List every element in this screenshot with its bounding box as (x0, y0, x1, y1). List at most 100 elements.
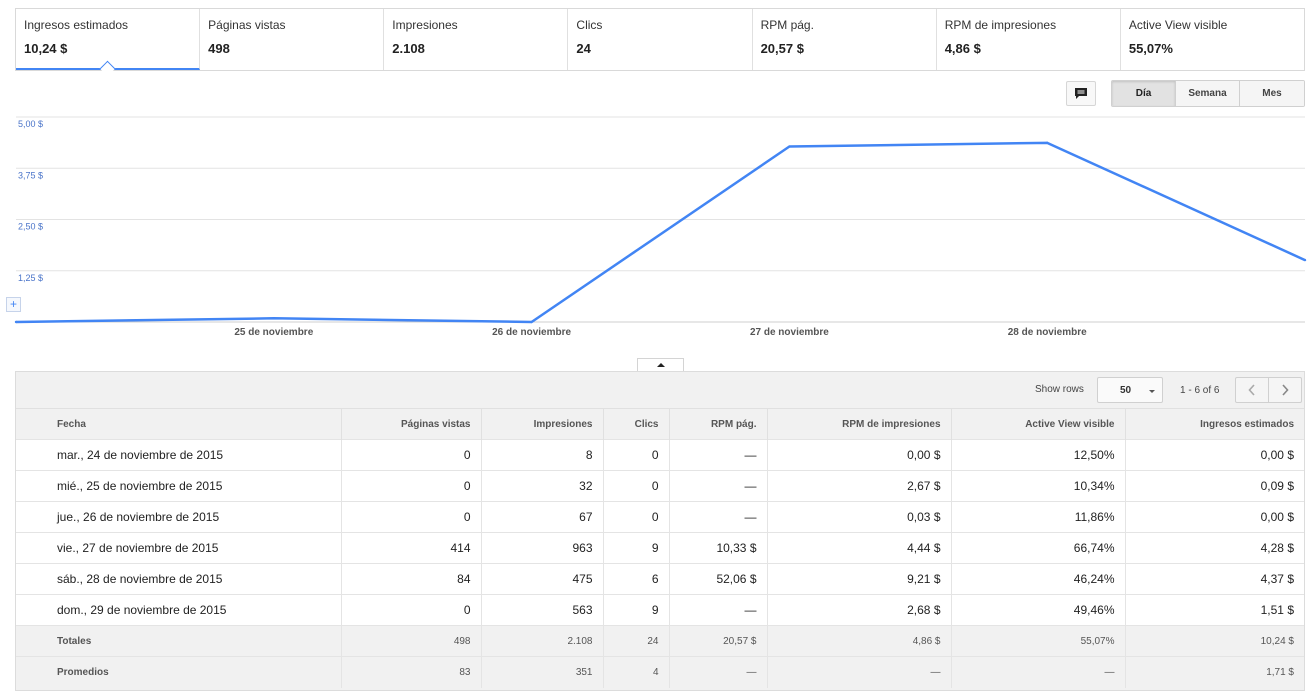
table-cell: 11,86% (951, 501, 1126, 533)
table-cell: 67 (481, 501, 604, 533)
metric-label: Clics (576, 18, 603, 32)
table-cell: 83 (341, 656, 482, 688)
metric-value: 10,24 $ (24, 41, 68, 56)
table-cell: 84 (341, 563, 482, 595)
table-cell: — (669, 470, 768, 502)
column-header[interactable]: RPM pág. (669, 408, 768, 440)
metric-value: 24 (576, 41, 591, 56)
metric-tab-rpm-pag[interactable]: RPM pág. 20,57 $ (753, 9, 937, 70)
table-cell: 0 (341, 439, 482, 471)
table-cell: 4,44 $ (767, 532, 952, 564)
table-cell: 4,86 $ (767, 625, 952, 657)
y-tick-label: 1,25 $ (18, 273, 43, 283)
table-row: dom., 29 de noviembre de 2015 0 563 9—2,68 … (16, 594, 1304, 626)
table-cell: 8 (481, 439, 604, 471)
data-point[interactable] (272, 317, 275, 320)
table-row: jue., 26 de noviembre de 2015 0 67 0—0,03 $… (16, 501, 1304, 533)
prev-page-button[interactable] (1235, 377, 1269, 403)
metric-label: Active View visible (1128, 18, 1228, 32)
metric-value: 498 (208, 41, 230, 56)
series-line (15, 141, 1306, 324)
metric-tab-clics[interactable]: Clics 24 (568, 9, 753, 70)
data-point[interactable] (14, 320, 18, 324)
table-cell: 4 (603, 656, 670, 688)
table-cell: 2.108 (481, 625, 604, 657)
table-cell: — (669, 501, 768, 533)
column-header[interactable]: Active View visible (951, 408, 1126, 440)
table-row: sáb., 28 de noviembre de 2015 84 475 6 52,06… (16, 563, 1304, 595)
table-row: mar., 24 de noviembre de 2015 0 8 0—0,00 $1… (16, 439, 1304, 471)
metric-value: 20,57 $ (760, 41, 804, 56)
metric-tab-ingresos[interactable]: Ingresos estimados 10,24 $ (16, 9, 201, 70)
table-cell: 20,57 $ (669, 625, 768, 657)
annotation-button[interactable] (1066, 81, 1096, 106)
metric-tab-paginas-vistas[interactable]: Páginas vistas 498 (200, 9, 385, 70)
data-point[interactable] (788, 145, 791, 148)
column-header[interactable]: Impresiones (481, 408, 604, 440)
x-tick-label: 27 de noviembre (750, 327, 829, 338)
column-header[interactable]: Fecha (16, 408, 342, 440)
metric-value: 2.108 (392, 41, 425, 56)
table-cell: 1,71 $ (1125, 656, 1304, 688)
chevron-left-icon (1248, 384, 1255, 396)
period-month-button[interactable]: Mes (1240, 81, 1304, 106)
table-cell: 963 (481, 532, 604, 564)
table-cell: mar., 24 de noviembre de 2015 (16, 439, 342, 471)
table-cell: 66,74% (951, 532, 1126, 564)
table-cell: Promedios (16, 656, 342, 688)
metric-tab-rpm-impresiones[interactable]: RPM de impresiones 4,86 $ (937, 9, 1121, 70)
data-point[interactable] (530, 320, 533, 324)
column-header[interactable]: Páginas vistas (341, 408, 482, 440)
show-rows-label: Show rows (1035, 384, 1084, 395)
table-cell: 0,09 $ (1125, 470, 1304, 502)
column-header[interactable]: RPM de impresiones (767, 408, 952, 440)
table-cell: 414 (341, 532, 482, 564)
pager-range: 1 - 6 of 6 (1180, 385, 1220, 396)
table-cell: — (767, 656, 952, 688)
period-week-button[interactable]: Semana (1176, 81, 1240, 106)
metric-value: 55,07% (1128, 41, 1173, 56)
period-selector: Día Semana Mes (1111, 80, 1305, 107)
collapse-chart-button[interactable] (637, 358, 684, 371)
table-cell: 498 (341, 625, 482, 657)
table-cell: 10,34% (951, 470, 1126, 502)
metric-tab-impresiones[interactable]: Impresiones 2.108 (384, 9, 569, 70)
table-cell: — (669, 439, 768, 471)
table-cell: 2,67 $ (767, 470, 952, 502)
table-cell: 52,06 $ (669, 563, 768, 595)
table-cell: 9 (603, 594, 670, 626)
table-cell: 46,24% (951, 563, 1126, 595)
table-cell: 12,50% (951, 439, 1126, 471)
column-header[interactable]: Clics (603, 408, 670, 440)
table-row: vie., 27 de noviembre de 2015 414 963 9 10,3… (16, 532, 1304, 564)
table-cell: 0 (341, 594, 482, 626)
next-page-button[interactable] (1268, 377, 1302, 403)
averages-row: Promedios 83 351 4— — —1,71 $ (16, 656, 1304, 688)
table-cell: 24 (603, 625, 670, 657)
plus-icon[interactable]: + (6, 297, 21, 312)
data-point[interactable] (1303, 258, 1307, 262)
metric-label: RPM pág. (760, 18, 814, 32)
x-tick-label: 26 de noviembre (492, 327, 571, 338)
table-cell: 10,33 $ (669, 532, 768, 564)
table-cell: dom., 29 de noviembre de 2015 (16, 594, 342, 626)
rows-per-page-select[interactable]: 50 (1097, 377, 1163, 403)
table-cell: 351 (481, 656, 604, 688)
table-cell: 0,03 $ (767, 501, 952, 533)
table-cell: — (669, 656, 768, 688)
column-header[interactable]: Ingresos estimados (1125, 408, 1304, 440)
period-day-button[interactable]: Día (1112, 81, 1176, 106)
metric-label: Impresiones (392, 18, 458, 32)
table-cell: 0 (341, 501, 482, 533)
x-tick-label: 25 de noviembre (234, 327, 313, 338)
metric-tabs: Ingresos estimados 10,24 $ Páginas vista… (15, 8, 1305, 71)
table-cell: 9 (603, 532, 670, 564)
x-tick-label: 28 de noviembre (1008, 327, 1087, 338)
table-cell: 0 (603, 470, 670, 502)
table-cell: 1,51 $ (1125, 594, 1304, 626)
metric-tab-active-view[interactable]: Active View visible 55,07% (1121, 9, 1304, 70)
table-header-row: Fecha Páginas vistas Impresiones Clics R… (16, 408, 1304, 440)
table-cell: 9,21 $ (767, 563, 952, 595)
table-cell: — (951, 656, 1126, 688)
data-point[interactable] (1046, 141, 1049, 145)
